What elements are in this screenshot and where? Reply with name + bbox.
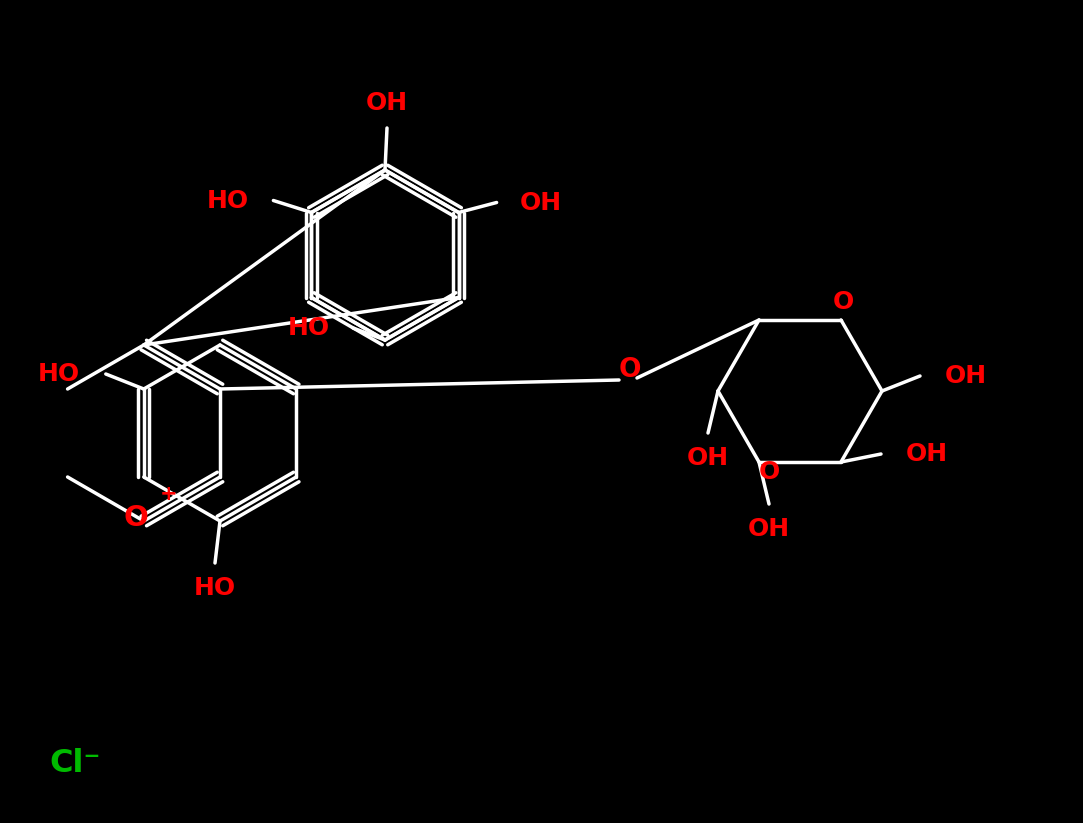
Text: OH: OH (687, 446, 729, 470)
Text: O: O (618, 357, 641, 383)
Text: HO: HO (194, 576, 236, 600)
Text: O: O (758, 460, 780, 484)
Text: OH: OH (748, 517, 791, 541)
Text: HO: HO (288, 316, 330, 340)
Text: Cl⁻: Cl⁻ (50, 747, 101, 779)
Text: OH: OH (520, 190, 562, 215)
Text: OH: OH (906, 442, 948, 466)
Text: HO: HO (206, 188, 248, 212)
Text: O: O (833, 290, 853, 314)
Text: OH: OH (945, 364, 987, 388)
Text: OH: OH (366, 91, 408, 115)
Text: HO: HO (38, 362, 80, 386)
Text: +: + (160, 484, 178, 504)
Text: O: O (123, 504, 148, 532)
